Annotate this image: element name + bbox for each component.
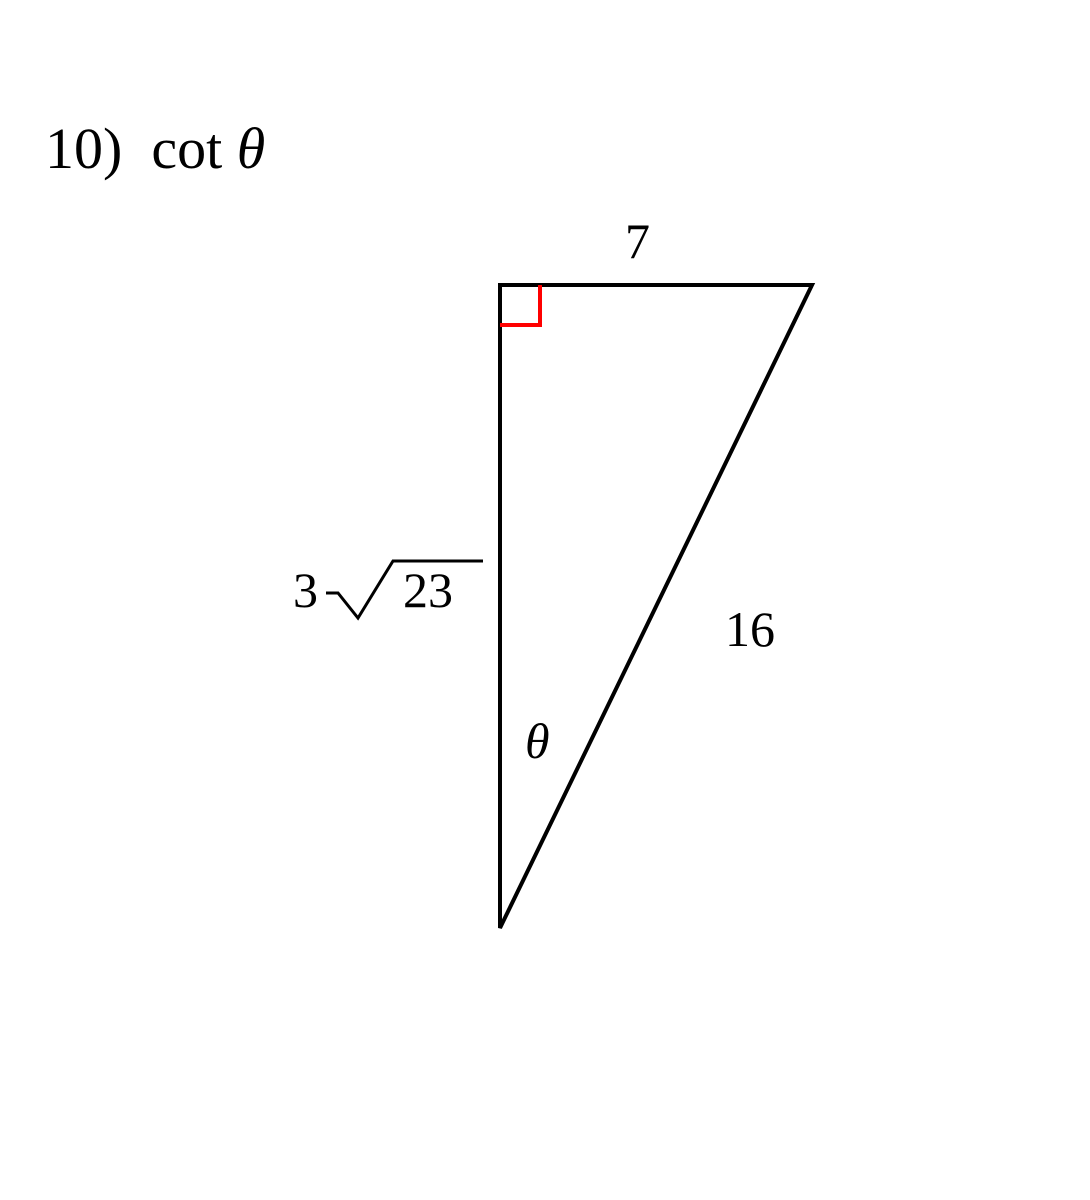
angle-theta-label: θ <box>525 712 550 770</box>
top-side-value: 7 <box>625 213 650 269</box>
sqrt-radicand: 23 <box>403 562 453 618</box>
hypotenuse-value: 16 <box>725 601 775 657</box>
hypotenuse-label: 16 <box>725 600 775 658</box>
right-angle-marker-icon <box>500 285 540 325</box>
angle-theta-value: θ <box>525 713 550 769</box>
triangle-diagram <box>0 0 1090 1200</box>
sqrt-coef: 3 <box>293 562 318 618</box>
top-side-label: 7 <box>625 212 650 270</box>
left-side-label: 3 23 <box>293 555 488 625</box>
